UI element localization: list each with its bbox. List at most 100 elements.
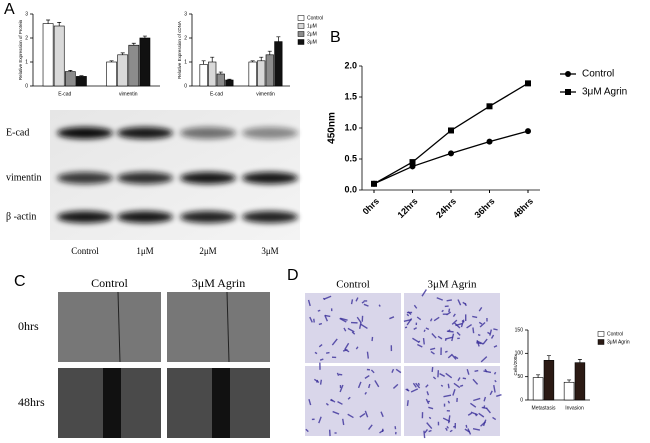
blot-band xyxy=(57,211,113,223)
error-bar xyxy=(131,42,136,46)
cell xyxy=(432,376,437,380)
error-bar xyxy=(68,70,73,72)
error-bar xyxy=(218,71,223,74)
legend-swatch xyxy=(597,331,605,337)
bar xyxy=(76,76,87,87)
cell xyxy=(413,304,418,309)
cell xyxy=(485,407,491,414)
panel-label: B xyxy=(330,29,341,46)
error-bar xyxy=(546,355,551,361)
legend-swatch xyxy=(297,31,305,37)
cell xyxy=(430,347,436,351)
cell xyxy=(392,383,399,389)
cell xyxy=(404,326,408,329)
cell xyxy=(445,427,448,431)
error-bar xyxy=(210,56,215,62)
cell xyxy=(489,329,493,336)
cell xyxy=(457,377,461,382)
cell xyxy=(425,398,430,405)
cell xyxy=(316,379,319,383)
cell xyxy=(395,368,402,374)
point xyxy=(448,127,454,134)
x-tick-label: 48hrs xyxy=(511,196,535,220)
cell xyxy=(366,351,370,359)
legend-label: 3μM xyxy=(307,39,317,45)
cell xyxy=(325,402,329,406)
y-tick-label: 1 xyxy=(25,59,28,65)
cell xyxy=(433,316,440,322)
legend-swatch xyxy=(297,23,305,29)
legend-swatch xyxy=(597,339,605,345)
cell xyxy=(447,383,450,389)
image-column-label: Control xyxy=(91,276,128,290)
cell xyxy=(417,382,421,386)
blot-band xyxy=(117,211,173,223)
bar xyxy=(42,23,54,87)
cell xyxy=(430,350,435,355)
cell xyxy=(424,429,429,434)
cell xyxy=(379,429,385,434)
cell xyxy=(467,412,473,416)
error-bar xyxy=(79,75,84,77)
cell xyxy=(428,429,432,433)
cell xyxy=(442,417,451,423)
micrograph xyxy=(404,366,500,436)
legend-label: 3μM Agrin xyxy=(582,87,627,98)
x-tick-label: 36hrs xyxy=(473,196,497,220)
cell xyxy=(478,321,483,325)
cell xyxy=(319,379,323,385)
cell xyxy=(370,369,375,374)
scratch-gap xyxy=(103,368,121,438)
cell xyxy=(483,370,492,374)
point xyxy=(486,138,493,145)
error-bar xyxy=(57,22,62,26)
cell xyxy=(474,369,479,372)
cell xyxy=(472,315,478,319)
error-bar xyxy=(536,374,541,378)
cell xyxy=(441,309,444,313)
bar xyxy=(225,79,234,87)
y-axis-label: Relative Expression of Protein xyxy=(18,19,23,80)
micrograph xyxy=(167,292,270,362)
cell xyxy=(452,313,456,318)
blot-row-label: E-cad xyxy=(6,127,29,138)
error-bar xyxy=(267,50,272,55)
y-tick-label: 3 xyxy=(184,11,187,17)
cell xyxy=(447,354,453,359)
cell xyxy=(410,388,419,393)
panel-label: D xyxy=(287,267,299,284)
point xyxy=(409,159,416,166)
cell xyxy=(363,303,369,307)
cell xyxy=(478,307,483,312)
legend-label: 2μM xyxy=(307,31,317,37)
cell xyxy=(464,428,471,433)
error-bar xyxy=(259,56,264,61)
blot-band xyxy=(57,127,113,139)
cell xyxy=(389,316,395,320)
cell xyxy=(357,381,362,389)
cell xyxy=(483,396,487,402)
image-column-label: 3μM Agrin xyxy=(428,279,477,291)
error-bar xyxy=(276,36,281,42)
cell xyxy=(322,297,326,301)
cell xyxy=(324,314,331,318)
cell xyxy=(344,348,350,353)
point xyxy=(448,150,454,157)
cell xyxy=(480,356,488,363)
bar xyxy=(117,54,129,87)
cell xyxy=(493,385,496,393)
cell xyxy=(496,394,502,398)
cell xyxy=(466,323,473,329)
cell xyxy=(364,410,369,418)
cell xyxy=(359,413,366,418)
cell xyxy=(453,382,461,389)
scratch-edge xyxy=(117,291,121,363)
cell xyxy=(330,399,334,402)
cell xyxy=(445,336,454,340)
blot-band xyxy=(242,127,298,139)
y-tick-label: 1.0 xyxy=(344,122,357,132)
y-tick-label: 100 xyxy=(515,351,524,357)
error-bar xyxy=(250,60,255,62)
panel-label: C xyxy=(14,273,26,290)
